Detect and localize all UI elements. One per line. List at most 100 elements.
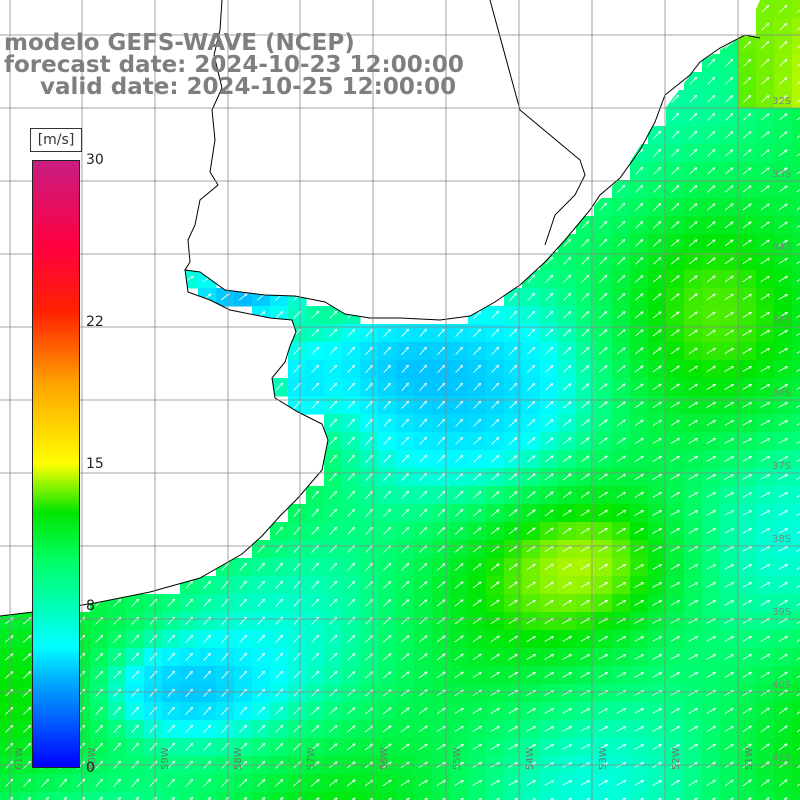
wind-speed-cell [792, 414, 800, 433]
wind-arrow-icon [275, 384, 283, 391]
wind-arrow-icon [760, 294, 769, 300]
longitude-label: 56W [379, 747, 390, 770]
wind-arrow-icon [653, 186, 660, 193]
wind-speed-cell [612, 792, 631, 800]
wind-arrow-icon [455, 528, 462, 535]
wind-arrow-icon [347, 401, 355, 409]
wind-arrow-icon [779, 60, 786, 67]
wind-arrow-icon [527, 293, 535, 301]
wind-arrow-icon [437, 492, 444, 499]
wind-arrow-icon [706, 493, 716, 498]
wind-speed-cell [792, 216, 800, 235]
wind-arrow-icon [329, 311, 337, 319]
wind-arrow-icon [742, 493, 752, 498]
wind-speed-cell [792, 504, 800, 523]
wind-arrow-icon [490, 510, 499, 517]
wind-arrow-icon [742, 204, 751, 211]
wind-arrow-icon [760, 529, 770, 534]
wind-arrow-icon [329, 437, 337, 445]
wind-arrow-icon [778, 313, 788, 318]
wind-arrow-icon [796, 405, 800, 408]
wind-arrow-icon [598, 330, 607, 337]
wind-arrow-icon [509, 366, 517, 373]
wind-speed-cell [252, 792, 271, 800]
wind-arrow-icon [724, 366, 734, 372]
wind-arrow-icon [473, 438, 480, 445]
wind-arrow-icon [598, 402, 607, 409]
wind-arrow-icon [725, 78, 732, 85]
wind-arrow-icon [545, 293, 553, 301]
wind-arrow-icon [706, 276, 715, 283]
wind-arrow-icon [760, 132, 769, 139]
latitude-label: 36S [772, 388, 791, 399]
wind-arrow-icon [760, 457, 770, 462]
wind-arrow-icon [311, 491, 319, 499]
wind-arrow-icon [599, 203, 607, 211]
wind-arrow-icon [581, 330, 588, 337]
wind-arrow-icon [472, 528, 481, 535]
wind-speed-cell [792, 324, 800, 343]
wind-arrow-icon [689, 95, 697, 103]
wind-arrow-icon [635, 258, 642, 265]
longitude-label: 55W [452, 747, 463, 770]
wind-arrow-icon [670, 222, 679, 229]
wind-arrow-icon [455, 438, 463, 445]
wind-arrow-icon [544, 492, 553, 499]
wind-arrow-icon [742, 348, 752, 354]
wind-arrow-icon [653, 240, 660, 247]
wind-speed-cell [792, 36, 800, 55]
wind-speed-cell [792, 432, 800, 451]
wind-arrow-icon [670, 366, 679, 373]
wind-speed-cell [450, 792, 469, 800]
wind-arrow-icon [491, 347, 499, 355]
wind-arrow-icon [437, 347, 445, 355]
wind-arrow-icon [634, 456, 643, 463]
wind-arrow-icon [724, 348, 734, 354]
wind-arrow-icon [634, 511, 644, 516]
wind-arrow-icon [293, 383, 301, 391]
wind-speed-cell [720, 792, 739, 800]
longitude-label: 57W [306, 747, 317, 770]
wind-speed-cell [414, 792, 433, 800]
wind-arrow-icon [725, 60, 733, 67]
wind-arrow-icon [347, 437, 355, 445]
wind-arrow-icon [383, 455, 391, 463]
wind-arrow-icon [347, 329, 355, 337]
wind-arrow-icon [347, 419, 355, 427]
wind-arrow-icon [634, 402, 643, 409]
wind-arrow-icon [419, 329, 427, 337]
wind-arrow-icon [419, 347, 427, 355]
wind-arrow-icon [707, 59, 715, 67]
wind-arrow-icon [419, 455, 427, 463]
wind-arrow-icon [455, 347, 463, 355]
wind-arrow-icon [329, 365, 337, 373]
wind-arrow-icon [634, 276, 643, 283]
wind-arrow-icon [634, 348, 643, 355]
wind-speed-cell [558, 792, 577, 800]
wind-arrow-icon [706, 330, 715, 337]
wind-arrow-icon [491, 438, 498, 445]
wind-arrow-icon [401, 365, 409, 373]
wind-arrow-icon [329, 401, 337, 409]
wind-arrow-icon [508, 528, 517, 535]
wind-speed-cell [792, 252, 800, 271]
wind-arrow-icon [760, 421, 770, 426]
wind-arrow-icon [671, 204, 678, 211]
wind-arrow-icon [293, 545, 301, 553]
wind-arrow-icon [670, 529, 680, 534]
longitude-label: 59W [160, 747, 171, 770]
wind-arrow-icon [724, 493, 734, 498]
wind-arrow-icon [347, 383, 355, 391]
wind-arrow-icon [724, 150, 733, 157]
wind-speed-cell [270, 792, 289, 800]
wind-arrow-icon [508, 510, 517, 517]
wind-arrow-icon [473, 474, 480, 481]
wind-arrow-icon [778, 439, 788, 444]
wind-arrow-icon [383, 329, 391, 337]
wind-speed-cell [792, 738, 800, 757]
wind-arrow-icon [796, 477, 800, 480]
wind-arrow-icon [635, 240, 642, 247]
wind-arrow-icon [311, 383, 319, 391]
wind-speed-cell [774, 792, 793, 800]
wind-arrow-icon [329, 455, 337, 463]
